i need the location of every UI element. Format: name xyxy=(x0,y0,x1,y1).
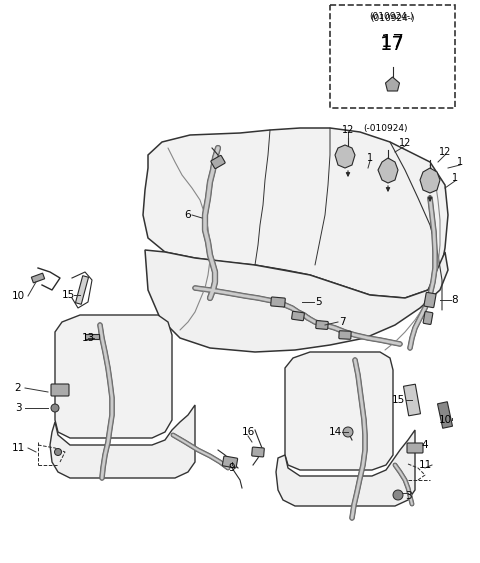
Text: 11: 11 xyxy=(419,460,432,470)
Text: (-010924): (-010924) xyxy=(363,123,407,132)
Text: 3: 3 xyxy=(15,403,21,413)
Polygon shape xyxy=(437,402,453,428)
Text: 5: 5 xyxy=(315,297,321,307)
Circle shape xyxy=(55,449,61,455)
Text: 14: 14 xyxy=(328,427,342,437)
FancyBboxPatch shape xyxy=(222,456,238,468)
Polygon shape xyxy=(55,315,172,438)
Polygon shape xyxy=(145,250,448,352)
FancyBboxPatch shape xyxy=(407,443,423,453)
Text: 8: 8 xyxy=(452,295,458,305)
Polygon shape xyxy=(378,158,398,183)
Text: 11: 11 xyxy=(12,443,24,453)
Text: 12: 12 xyxy=(399,138,411,148)
Polygon shape xyxy=(85,333,99,338)
Text: 7: 7 xyxy=(339,317,345,327)
Polygon shape xyxy=(330,5,455,108)
Text: 1: 1 xyxy=(457,157,463,167)
Text: 15: 15 xyxy=(391,395,405,405)
FancyBboxPatch shape xyxy=(211,155,225,168)
Text: 9: 9 xyxy=(228,463,235,473)
Text: 2: 2 xyxy=(15,383,21,393)
Circle shape xyxy=(343,427,353,437)
Text: 10: 10 xyxy=(12,291,24,301)
FancyBboxPatch shape xyxy=(271,297,285,307)
Polygon shape xyxy=(404,384,420,416)
FancyBboxPatch shape xyxy=(424,292,436,307)
Polygon shape xyxy=(50,405,195,478)
FancyBboxPatch shape xyxy=(316,320,328,329)
FancyBboxPatch shape xyxy=(423,311,433,324)
Text: 10: 10 xyxy=(438,415,452,425)
Polygon shape xyxy=(143,128,448,298)
FancyBboxPatch shape xyxy=(339,330,351,339)
Text: 13: 13 xyxy=(82,333,95,343)
Polygon shape xyxy=(276,430,415,506)
FancyBboxPatch shape xyxy=(51,384,69,396)
Polygon shape xyxy=(31,273,45,283)
Text: (010924-): (010924-) xyxy=(370,15,415,24)
Polygon shape xyxy=(75,276,88,304)
Text: (010924-): (010924-) xyxy=(370,12,414,21)
Text: 15: 15 xyxy=(61,290,74,300)
FancyBboxPatch shape xyxy=(292,311,304,321)
Polygon shape xyxy=(385,77,399,91)
Circle shape xyxy=(393,490,403,500)
Text: 17: 17 xyxy=(381,33,403,51)
Text: 17: 17 xyxy=(380,35,405,55)
Text: 6: 6 xyxy=(185,210,192,220)
Polygon shape xyxy=(420,168,440,193)
Circle shape xyxy=(51,404,59,412)
Text: 1: 1 xyxy=(452,173,458,183)
Polygon shape xyxy=(335,145,355,168)
Text: 12: 12 xyxy=(439,147,451,157)
Text: 4: 4 xyxy=(422,440,428,450)
Polygon shape xyxy=(285,352,393,470)
Text: 16: 16 xyxy=(241,427,254,437)
Text: 12: 12 xyxy=(342,125,354,135)
Text: 3: 3 xyxy=(405,491,411,501)
Text: 1: 1 xyxy=(367,153,373,163)
FancyBboxPatch shape xyxy=(252,447,264,457)
